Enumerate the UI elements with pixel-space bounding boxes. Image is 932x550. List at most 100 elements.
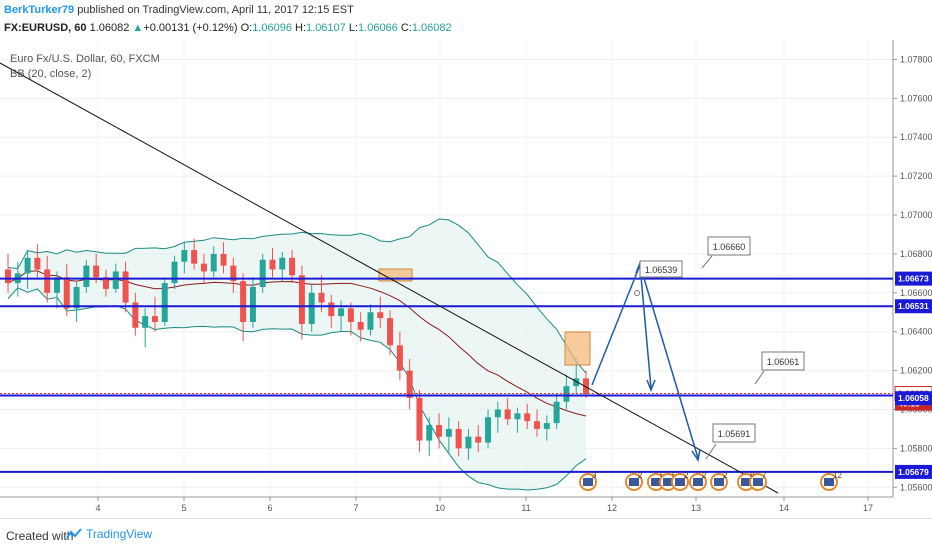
candle-body: [112, 271, 119, 289]
callout-3[interactable]: 1.06061: [754, 351, 805, 385]
arrow-head-a: [646, 379, 656, 393]
series-title[interactable]: Euro Fx/U.S. Dollar, 60, FXCM: [10, 53, 160, 65]
callout-2[interactable]: 1.06539: [634, 260, 683, 296]
candle: [514, 407, 521, 433]
candle: [191, 238, 198, 270]
candle-body: [485, 417, 492, 443]
candle: [53, 271, 60, 309]
event-marker: 2: [710, 471, 728, 491]
price-tick-label: 1.05600: [900, 482, 932, 492]
candle: [426, 417, 433, 457]
candle: [249, 277, 256, 328]
event-flag-fill: [583, 478, 593, 486]
candle: [465, 428, 472, 461]
close-label: C:: [400, 22, 412, 34]
candle-body: [249, 286, 256, 322]
candle: [406, 358, 413, 410]
candle: [494, 401, 501, 433]
event-markers[interactable]: 32552228712: [579, 471, 842, 491]
up-arrow-icon: ▲: [132, 22, 144, 34]
projection-down-a[interactable]: [639, 264, 652, 389]
candle-body: [230, 265, 237, 282]
time-axis: 4 5 6 7 10 11 12 13 14 17: [95, 497, 873, 513]
candle-body: [514, 413, 521, 420]
callout-4-text: 1.05691: [718, 429, 751, 439]
candle-body: [465, 436, 472, 449]
candle-body: [142, 316, 149, 328]
candle-body: [445, 428, 452, 437]
high-value: 1.06107: [306, 22, 346, 34]
event-count: 2: [684, 471, 689, 480]
price-tag: 1.05679: [895, 464, 932, 479]
price-tag-label: 1.06058: [898, 393, 929, 403]
tradingview-brand[interactable]: TradingView: [66, 527, 152, 541]
event-count: 2: [702, 471, 707, 480]
low-label: L:: [348, 22, 359, 34]
price-tag-bg: [895, 391, 932, 406]
price-chart[interactable]: 1.07800 1.07600 1.07400 1.07200 1.07000 1.068…: [0, 40, 932, 518]
price-tag: 1.06673: [895, 271, 932, 286]
bb-upper-band: [7, 218, 587, 374]
author-link[interactable]: BerkTurker79: [4, 4, 75, 16]
candle-body: [151, 316, 158, 322]
candle: [230, 257, 237, 293]
projection-paths[interactable]: [591, 260, 701, 462]
open-label: O:: [240, 22, 253, 34]
price-tick-label: 1.07400: [900, 132, 932, 142]
candle-body: [475, 436, 482, 443]
candle: [553, 393, 560, 429]
callout-4[interactable]: 1.05691: [705, 423, 756, 460]
indicator-label[interactable]: BB (20, close, 2): [10, 68, 92, 80]
projection-up[interactable]: [591, 264, 641, 386]
horizontal-levels[interactable]: [0, 277, 893, 473]
candle: [151, 296, 158, 332]
projection-down-b[interactable]: [639, 264, 699, 459]
candle: [387, 310, 394, 356]
footer: Created with TradingView: [0, 518, 932, 550]
event-flag-fill: [651, 478, 661, 486]
candle-body: [396, 345, 403, 371]
trend-line[interactable]: [0, 62, 779, 494]
symbol-label[interactable]: FX:EURUSD, 60: [4, 22, 87, 34]
price-tag: 1.06531: [895, 299, 932, 314]
price-tag-bg: [895, 271, 932, 286]
candle: [220, 242, 227, 274]
price-tag-label: 1.06531: [898, 301, 929, 311]
price-tick-label: 1.05800: [900, 443, 932, 453]
price-tag-label: 1.05679: [898, 467, 929, 477]
event-flag-fill: [753, 478, 763, 486]
time-tick-label: 13: [691, 503, 701, 513]
low-value: 1.06066: [358, 22, 398, 34]
publish-line: BerkTurker79 published on TradingView.co…: [4, 4, 354, 16]
price-tick-label: 1.07800: [900, 54, 932, 64]
candle-body: [328, 302, 335, 317]
time-tick-label: 4: [95, 503, 100, 513]
candle-body: [426, 425, 433, 441]
candle-body: [347, 308, 354, 322]
candle-body: [416, 397, 423, 441]
candle: [534, 409, 541, 437]
brand-label: TradingView: [86, 527, 153, 541]
price-tick-label: 1.07600: [900, 93, 932, 103]
candle: [347, 302, 354, 336]
close-value: 1.06082: [411, 22, 452, 34]
candle: [475, 425, 482, 453]
event-count: 7: [762, 471, 767, 480]
candle-body: [34, 257, 41, 270]
callout-1[interactable]: 1.06660: [701, 236, 751, 269]
candle-body: [279, 257, 286, 270]
price-tick-label: 1.06200: [900, 366, 932, 376]
candle-body: [102, 277, 109, 289]
candle: [543, 415, 550, 441]
highlight-box-right[interactable]: [564, 331, 591, 366]
candle-body: [387, 318, 394, 346]
candle: [328, 294, 335, 328]
candle-body: [436, 425, 443, 437]
candles: [5, 238, 589, 461]
candle-body: [93, 265, 100, 278]
candle: [416, 390, 423, 453]
event-count: 2: [723, 471, 728, 480]
candle: [367, 304, 374, 336]
candle-body: [240, 281, 247, 322]
